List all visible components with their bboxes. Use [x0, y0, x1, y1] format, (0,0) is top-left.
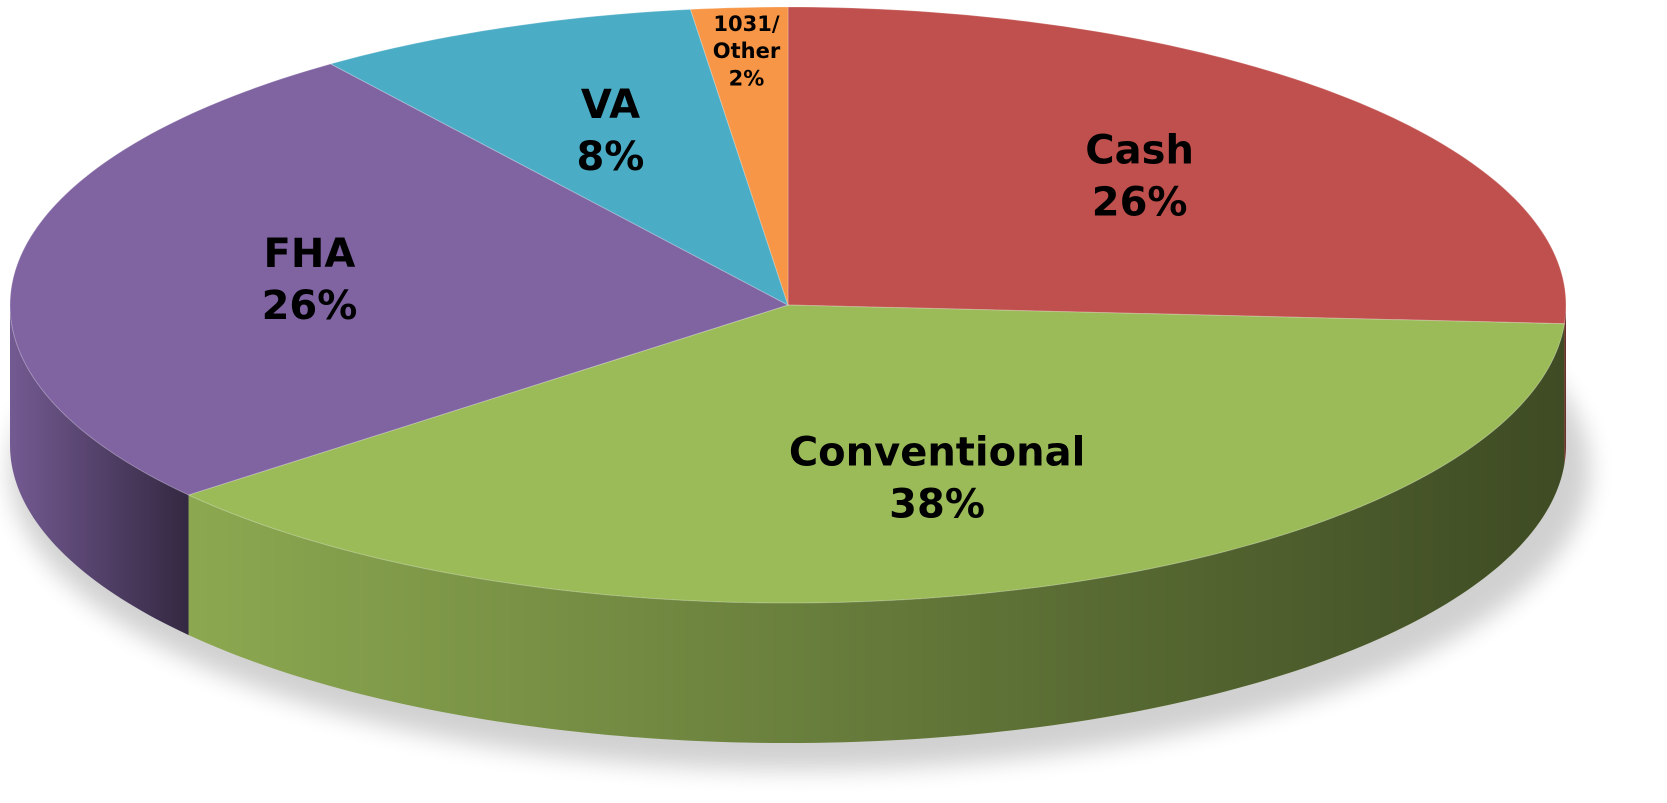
value-label: 38% — [889, 482, 985, 528]
slice — [329, 8, 789, 307]
data-label: FHA 26% — [262, 231, 358, 329]
category-label: FHA — [264, 231, 356, 277]
data-label: VA 8% — [576, 82, 644, 180]
data-label: Cash 26% — [1085, 128, 1194, 226]
data-label: Conventional 38% — [789, 430, 1085, 528]
category-label-line: 1031/ — [713, 12, 779, 36]
slice — [9, 63, 790, 496]
slice-side-shade — [1564, 305, 1566, 464]
value-label: 2% — [729, 66, 765, 90]
slice — [787, 6, 1567, 325]
slice — [187, 304, 1566, 604]
slice — [689, 6, 789, 306]
category-label: Cash — [1085, 128, 1194, 174]
value-label: 8% — [576, 134, 644, 180]
category-label: 1031/Other — [713, 12, 781, 63]
category-label-line: Other — [713, 39, 781, 63]
value-label: 26% — [262, 283, 358, 329]
category-label: VA — [581, 82, 640, 128]
slice-side-shade — [188, 323, 1565, 743]
value-label: 26% — [1092, 180, 1188, 226]
slice-side-shade — [10, 305, 189, 635]
data-label: 1031/Other 2% — [713, 12, 781, 91]
category-label: Conventional — [789, 430, 1085, 476]
